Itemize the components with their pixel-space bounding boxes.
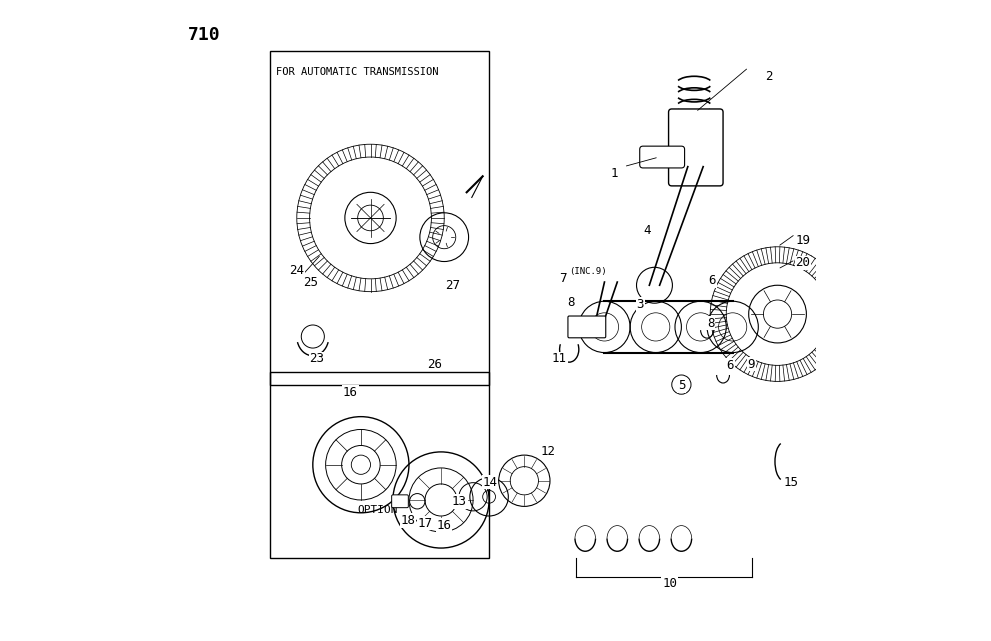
Text: 19: 19	[796, 234, 811, 247]
Text: FOR AUTOMATIC TRANSMISSION: FOR AUTOMATIC TRANSMISSION	[276, 67, 439, 78]
Text: 12: 12	[540, 445, 555, 458]
Text: 9: 9	[747, 358, 755, 370]
Text: 16: 16	[436, 519, 452, 532]
Text: 8: 8	[567, 296, 575, 309]
Text: 23: 23	[309, 353, 325, 365]
FancyBboxPatch shape	[640, 146, 685, 168]
Text: 16: 16	[343, 386, 358, 399]
Text: 10: 10	[662, 577, 677, 590]
Bar	[270, 372, 490, 558]
FancyBboxPatch shape	[568, 316, 606, 338]
Text: (INC.9): (INC.9)	[569, 267, 606, 276]
Text: 8: 8	[707, 317, 715, 329]
Bar	[270, 51, 490, 385]
Text: 14: 14	[483, 476, 497, 488]
Text: 17: 17	[417, 517, 432, 529]
Text: 1: 1	[610, 167, 618, 179]
Text: 2: 2	[765, 71, 772, 83]
FancyBboxPatch shape	[391, 495, 408, 508]
Text: 710: 710	[188, 26, 220, 44]
Text: 6: 6	[726, 359, 733, 372]
FancyBboxPatch shape	[669, 109, 723, 186]
Text: 25: 25	[303, 276, 318, 288]
Text: 20: 20	[796, 256, 811, 269]
Text: 15: 15	[784, 476, 799, 488]
Text: 6: 6	[709, 274, 716, 287]
Text: 4: 4	[643, 224, 650, 237]
Text: 27: 27	[446, 279, 461, 292]
Text: 13: 13	[452, 495, 467, 508]
Text: 18: 18	[400, 514, 415, 527]
Text: 5: 5	[678, 379, 686, 392]
Text: OPTION: OPTION	[358, 504, 398, 515]
Text: 11: 11	[552, 353, 567, 365]
Text: 24: 24	[289, 264, 304, 277]
Text: 7: 7	[560, 272, 567, 285]
Text: 3: 3	[636, 298, 644, 311]
Text: 26: 26	[427, 358, 442, 370]
